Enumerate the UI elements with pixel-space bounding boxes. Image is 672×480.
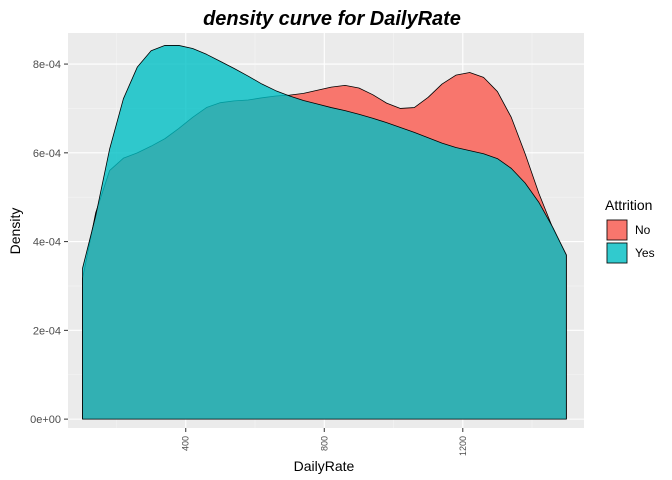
- y-tick-label: 4e-04: [33, 237, 61, 249]
- y-tick-label: 2e-04: [33, 325, 61, 337]
- density-areas: [82, 45, 567, 420]
- axis-ticks: 400 800 1200 0e+00 2e-04 4e-04 6e-04 8e-04: [30, 59, 468, 456]
- legend-title: Attrition: [605, 197, 652, 213]
- density-area-yes: [82, 45, 567, 420]
- y-tick-label: 8e-04: [33, 59, 61, 71]
- chart-title: density curve for DailyRate: [203, 8, 461, 30]
- legend: Attrition No Yes: [605, 197, 655, 264]
- y-tick-label: 0e+00: [30, 414, 61, 426]
- legend-key-yes: [606, 242, 628, 264]
- y-axis-title: Density: [7, 208, 23, 255]
- legend-label-no: No: [635, 223, 651, 237]
- legend-items: No Yes: [606, 219, 655, 264]
- x-tick-label: 1200: [458, 436, 468, 456]
- x-tick-label: 400: [181, 436, 191, 451]
- x-tick-label: 800: [319, 436, 329, 451]
- y-tick-label: 6e-04: [33, 148, 61, 160]
- x-axis-title: DailyRate: [294, 458, 355, 474]
- legend-key-no: [606, 219, 628, 241]
- legend-label-yes: Yes: [635, 246, 655, 260]
